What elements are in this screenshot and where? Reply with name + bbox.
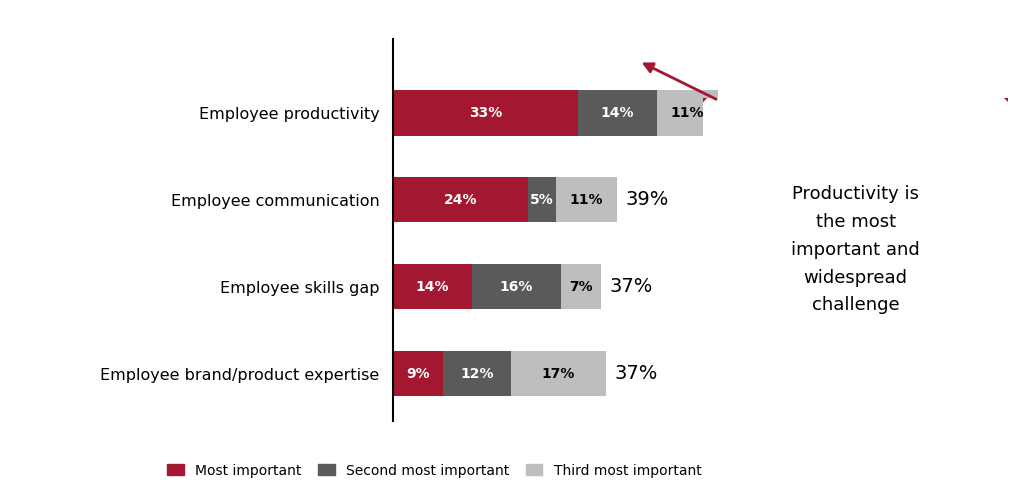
Text: 7%: 7% [569,280,592,294]
FancyBboxPatch shape [697,92,1014,414]
Bar [444,351,511,396]
Text: 14%: 14% [601,106,634,120]
Bar [393,177,527,222]
Bar [393,351,444,396]
Bar [527,177,555,222]
Bar [555,177,617,222]
Bar [657,91,719,136]
Text: 37%: 37% [609,277,652,296]
Bar [511,351,606,396]
Text: 33%: 33% [468,106,503,120]
Text: 9%: 9% [406,367,430,381]
Bar [578,91,657,136]
Bar [393,91,578,136]
Text: 39%: 39% [626,191,669,209]
Text: 5%: 5% [529,193,553,207]
Text: 24%: 24% [444,193,477,207]
Bar [472,264,561,309]
Text: Productivity is
the most
important and
widespread
challenge: Productivity is the most important and w… [791,185,920,315]
Text: 14%: 14% [416,280,449,294]
Bar [561,264,601,309]
Text: 12%: 12% [460,367,494,381]
Legend: Most important, Second most important, Third most important: Most important, Second most important, T… [161,458,707,483]
Text: 58%: 58% [727,103,770,122]
Text: 17%: 17% [542,367,575,381]
Text: 37%: 37% [614,364,658,383]
Text: 11%: 11% [570,193,603,207]
Bar [393,264,472,309]
Text: 11%: 11% [671,106,704,120]
Text: 16%: 16% [499,280,534,294]
